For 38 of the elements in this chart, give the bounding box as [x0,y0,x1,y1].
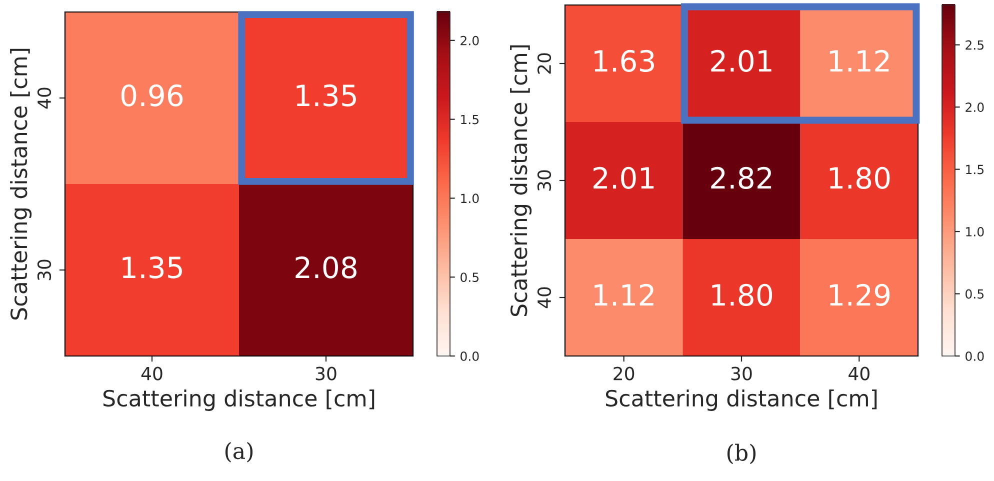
color-bar-label: 2.0 [966,102,984,112]
text: (b) [727,444,756,464]
data-label: 2.01 [594,166,654,189]
y-tick-label: 20 [537,53,552,74]
color-bar-label: 2.5 [966,40,984,50]
x-axis-title: Scattering distance [cm] [103,389,374,411]
color-bar-label: 0.0 [460,351,479,361]
x-axis-title: Scattering distance [cm] [606,389,877,411]
color-bar-label: 0.0 [966,351,984,361]
color-bar-label: 1.5 [966,164,984,174]
data-label: 1.12 [830,50,889,72]
y-axis-title: Scattering distance [cm] [510,45,532,316]
color-bar-label: 1.0 [461,194,479,204]
data-label: 2.82 [711,166,772,189]
data-label: 1.80 [712,284,772,306]
data-label: 0.96 [121,84,183,106]
data-label: 2.08 [296,256,356,278]
x-tick-label: 40 [848,366,870,380]
x-tick-label: 40 [141,366,162,380]
data-label: 1.35 [296,84,356,106]
x-tick-label: 30 [731,366,752,380]
color-bar-label: 2.0 [460,36,479,46]
data-label: 1.63 [594,50,654,72]
color-bar-label: 0.5 [460,272,479,282]
text: (a) [225,442,253,462]
x-tick-label: 20 [614,366,634,380]
data-label: 1.29 [830,284,890,306]
y-tick-label: 40 [537,287,552,308]
data-label: 1.12 [594,284,654,306]
color-bar-label: 0.5 [966,289,984,299]
y-axis-title: Scattering distance [cm] [10,48,32,320]
data-label: 2.01 [711,50,772,72]
data-label: 1.35 [122,256,182,278]
color-bar-label: 1.5 [461,114,479,124]
color-bar-label: 1.0 [966,227,984,236]
data-label: 1.80 [830,166,890,189]
y-tick-label: 30 [537,170,552,191]
x-tick-label: 30 [316,366,336,380]
